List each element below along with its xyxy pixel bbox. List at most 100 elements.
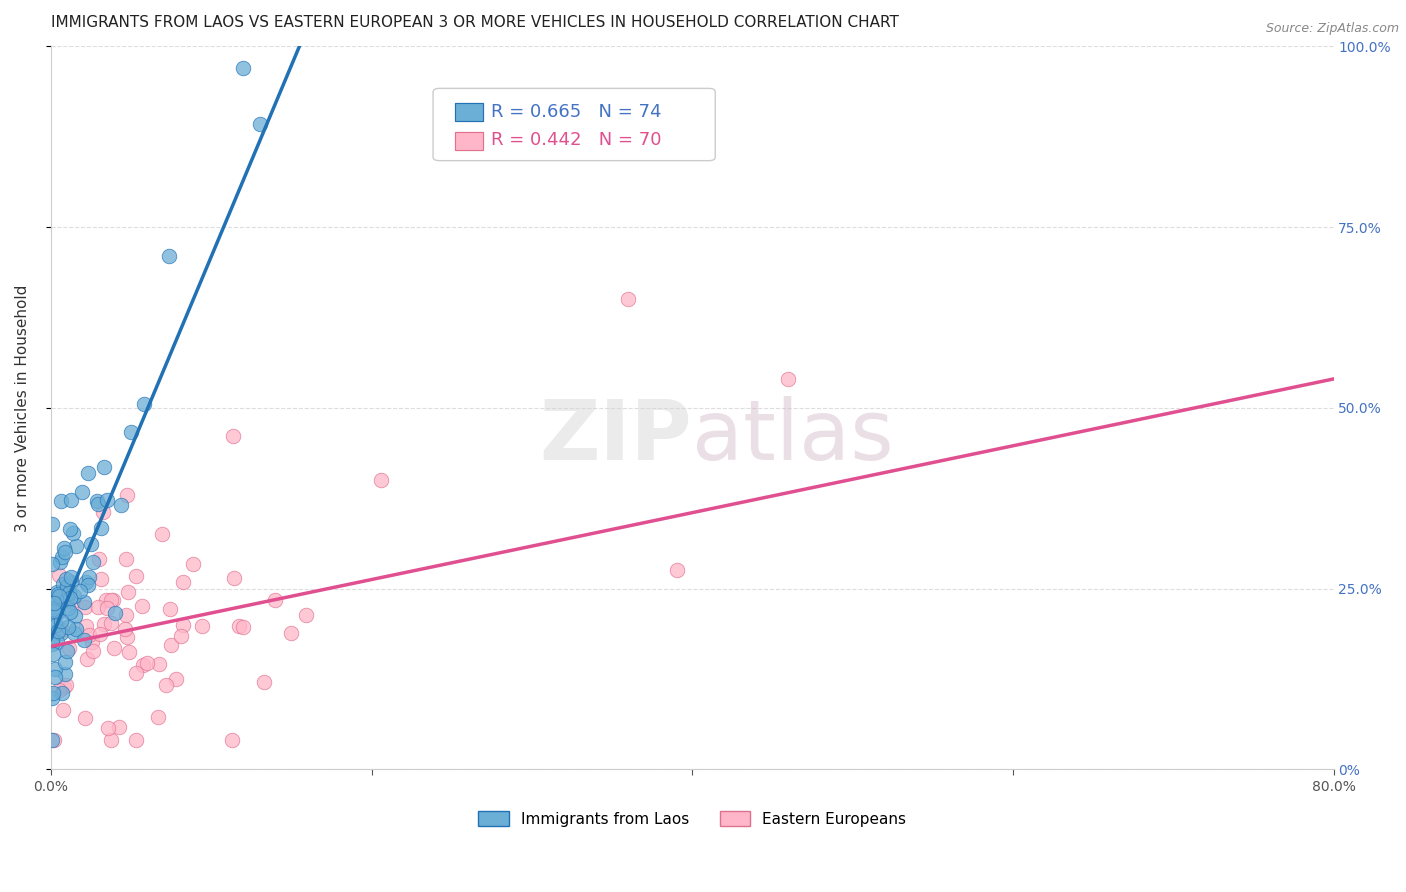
Point <box>93 616 115 631</box>
Point <box>93 459 115 474</box>
Point <box>87 497 110 511</box>
Point <box>115 630 138 644</box>
Point <box>69 583 91 598</box>
Point <box>75 711 97 725</box>
Point <box>100 733 122 747</box>
Point <box>120 425 142 439</box>
Point <box>56 579 79 593</box>
Point <box>104 606 127 620</box>
Point <box>63 589 86 603</box>
Point <box>51 623 73 637</box>
Text: R = 0.442   N = 70: R = 0.442 N = 70 <box>491 131 661 150</box>
Point <box>114 622 136 636</box>
Point <box>295 608 318 623</box>
Text: ZIP: ZIP <box>540 396 692 477</box>
Point <box>46 585 69 599</box>
Point <box>76 466 98 480</box>
FancyBboxPatch shape <box>456 103 484 121</box>
Point <box>96 601 118 615</box>
Point <box>59 493 82 508</box>
Point <box>49 494 72 508</box>
Point <box>44 662 66 676</box>
Point <box>108 720 131 734</box>
Point <box>51 550 73 565</box>
Point <box>115 552 138 566</box>
Legend: Immigrants from Laos, Eastern Europeans: Immigrants from Laos, Eastern Europeans <box>478 811 907 827</box>
Point <box>157 249 180 263</box>
Point <box>172 618 194 632</box>
Point <box>172 575 194 590</box>
Point <box>55 573 77 587</box>
Point <box>41 647 63 661</box>
Point <box>117 488 139 502</box>
FancyBboxPatch shape <box>433 88 716 161</box>
Point <box>125 665 148 680</box>
Point <box>55 643 77 657</box>
Point <box>53 667 76 681</box>
Point <box>70 484 93 499</box>
Point <box>228 619 250 633</box>
Point <box>110 498 132 512</box>
Point <box>280 626 302 640</box>
Point <box>53 545 76 559</box>
Point <box>97 721 120 735</box>
Point <box>51 686 73 700</box>
Point <box>53 655 76 669</box>
Point <box>183 558 205 572</box>
Point <box>44 670 66 684</box>
Point <box>49 615 72 629</box>
Point <box>249 117 271 131</box>
Point <box>51 576 73 591</box>
Point <box>146 709 169 723</box>
Point <box>59 522 82 536</box>
Point <box>73 599 96 614</box>
Point <box>51 625 73 640</box>
Point <box>48 605 70 619</box>
Point <box>87 552 110 566</box>
Point <box>58 641 80 656</box>
Point <box>73 633 96 648</box>
Point <box>44 599 66 614</box>
Point <box>160 638 183 652</box>
Point <box>82 555 104 569</box>
Point <box>72 595 94 609</box>
Point <box>58 585 80 599</box>
Point <box>41 616 63 631</box>
Point <box>103 640 125 655</box>
Point <box>221 733 243 747</box>
Point <box>86 494 108 508</box>
Point <box>100 592 122 607</box>
Point <box>117 584 139 599</box>
Point <box>62 526 84 541</box>
Point <box>65 539 87 553</box>
Point <box>52 680 75 694</box>
Point <box>41 637 63 651</box>
Point <box>87 600 110 615</box>
Point <box>80 635 103 649</box>
Point <box>125 733 148 747</box>
Point <box>49 591 72 606</box>
Point <box>46 624 69 639</box>
Point <box>131 658 153 673</box>
Point <box>41 558 63 572</box>
Point <box>59 570 82 584</box>
Point <box>52 703 75 717</box>
Point <box>124 569 146 583</box>
Point <box>150 526 173 541</box>
Point <box>82 644 104 658</box>
Point <box>44 596 66 610</box>
Point <box>94 593 117 607</box>
Point <box>48 589 70 603</box>
Point <box>370 473 392 487</box>
Point <box>58 620 80 634</box>
Point <box>41 733 63 747</box>
Point <box>59 591 82 606</box>
Point <box>159 602 181 616</box>
Point <box>80 537 103 551</box>
Text: IMMIGRANTS FROM LAOS VS EASTERN EUROPEAN 3 OR MORE VEHICLES IN HOUSEHOLD CORRELA: IMMIGRANTS FROM LAOS VS EASTERN EUROPEAN… <box>51 15 898 30</box>
Point <box>263 593 285 607</box>
Point <box>89 627 111 641</box>
Point <box>221 429 243 443</box>
Point <box>44 733 66 747</box>
Point <box>170 629 193 643</box>
